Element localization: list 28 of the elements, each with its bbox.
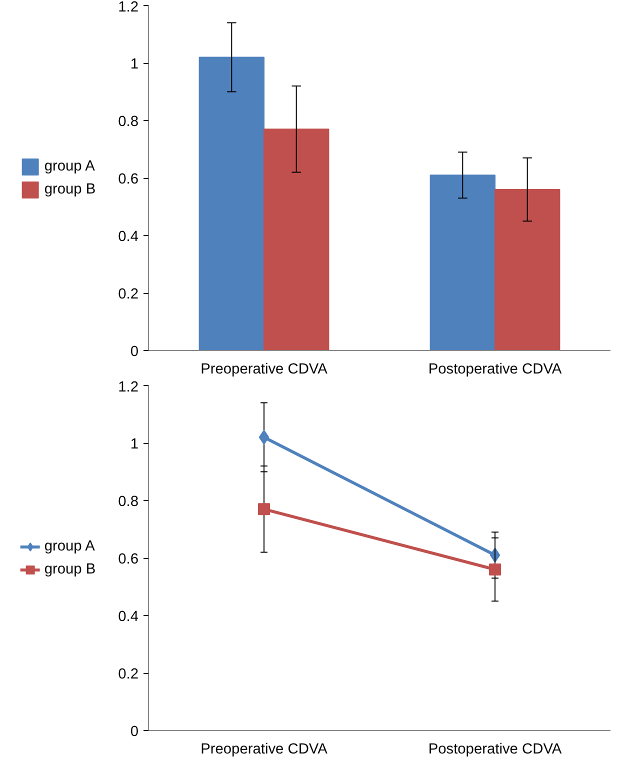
- bar: [264, 128, 330, 350]
- x-tick-label: Preoperative CDVA: [200, 362, 328, 378]
- bar: [494, 189, 560, 350]
- y-tick-label: 0.4: [118, 229, 138, 245]
- y-tick-label: 1: [130, 436, 139, 452]
- y-tick-label: 0: [130, 344, 139, 360]
- point: [489, 564, 501, 576]
- x-tick-label: Postoperative CDVA: [428, 362, 562, 378]
- bar: [430, 174, 496, 350]
- x-tick-label: Postoperative CDVA: [428, 742, 562, 758]
- legend-label: group A: [44, 538, 95, 554]
- y-tick-label: 0: [130, 724, 139, 740]
- y-tick-label: 0.4: [118, 609, 138, 625]
- y-tick-label: 1: [130, 56, 139, 72]
- legend-label: group B: [44, 181, 96, 197]
- y-tick-label: 0.8: [118, 494, 138, 510]
- y-tick-label: 0.6: [118, 172, 138, 188]
- y-tick-label: 0.8: [118, 114, 138, 130]
- y-tick-label: 0.2: [118, 666, 138, 682]
- x-tick-label: Preoperative CDVA: [200, 742, 328, 758]
- legend-label: group B: [44, 561, 96, 577]
- bar: [198, 56, 264, 350]
- point: [258, 503, 270, 516]
- y-tick-label: 0.6: [118, 552, 138, 568]
- y-tick-label: 0.2: [118, 286, 138, 302]
- y-tick-label: 1.2: [118, 380, 138, 396]
- y-tick-label: 1.2: [118, 0, 138, 16]
- legend-label: group A: [44, 158, 95, 174]
